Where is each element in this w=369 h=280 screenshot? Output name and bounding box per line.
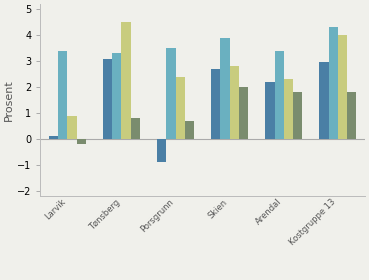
Bar — [68, 116, 77, 139]
Bar — [131, 118, 140, 139]
Y-axis label: Prosent: Prosent — [4, 79, 14, 121]
Bar — [275, 51, 284, 139]
Bar — [329, 27, 338, 139]
Bar — [121, 22, 131, 139]
Bar — [103, 59, 112, 139]
Bar — [220, 38, 230, 139]
Bar — [157, 139, 166, 162]
Bar — [211, 69, 220, 139]
Bar — [176, 77, 185, 139]
Bar — [320, 62, 329, 139]
Bar — [58, 51, 68, 139]
Bar — [49, 136, 58, 139]
Bar — [338, 35, 347, 139]
Bar — [185, 121, 194, 139]
Bar — [293, 92, 302, 139]
Bar — [112, 53, 121, 139]
Bar — [265, 82, 275, 139]
Bar — [77, 139, 86, 144]
Bar — [284, 79, 293, 139]
Bar — [347, 92, 356, 139]
Bar — [166, 48, 176, 139]
Bar — [239, 87, 248, 139]
Bar — [230, 66, 239, 139]
